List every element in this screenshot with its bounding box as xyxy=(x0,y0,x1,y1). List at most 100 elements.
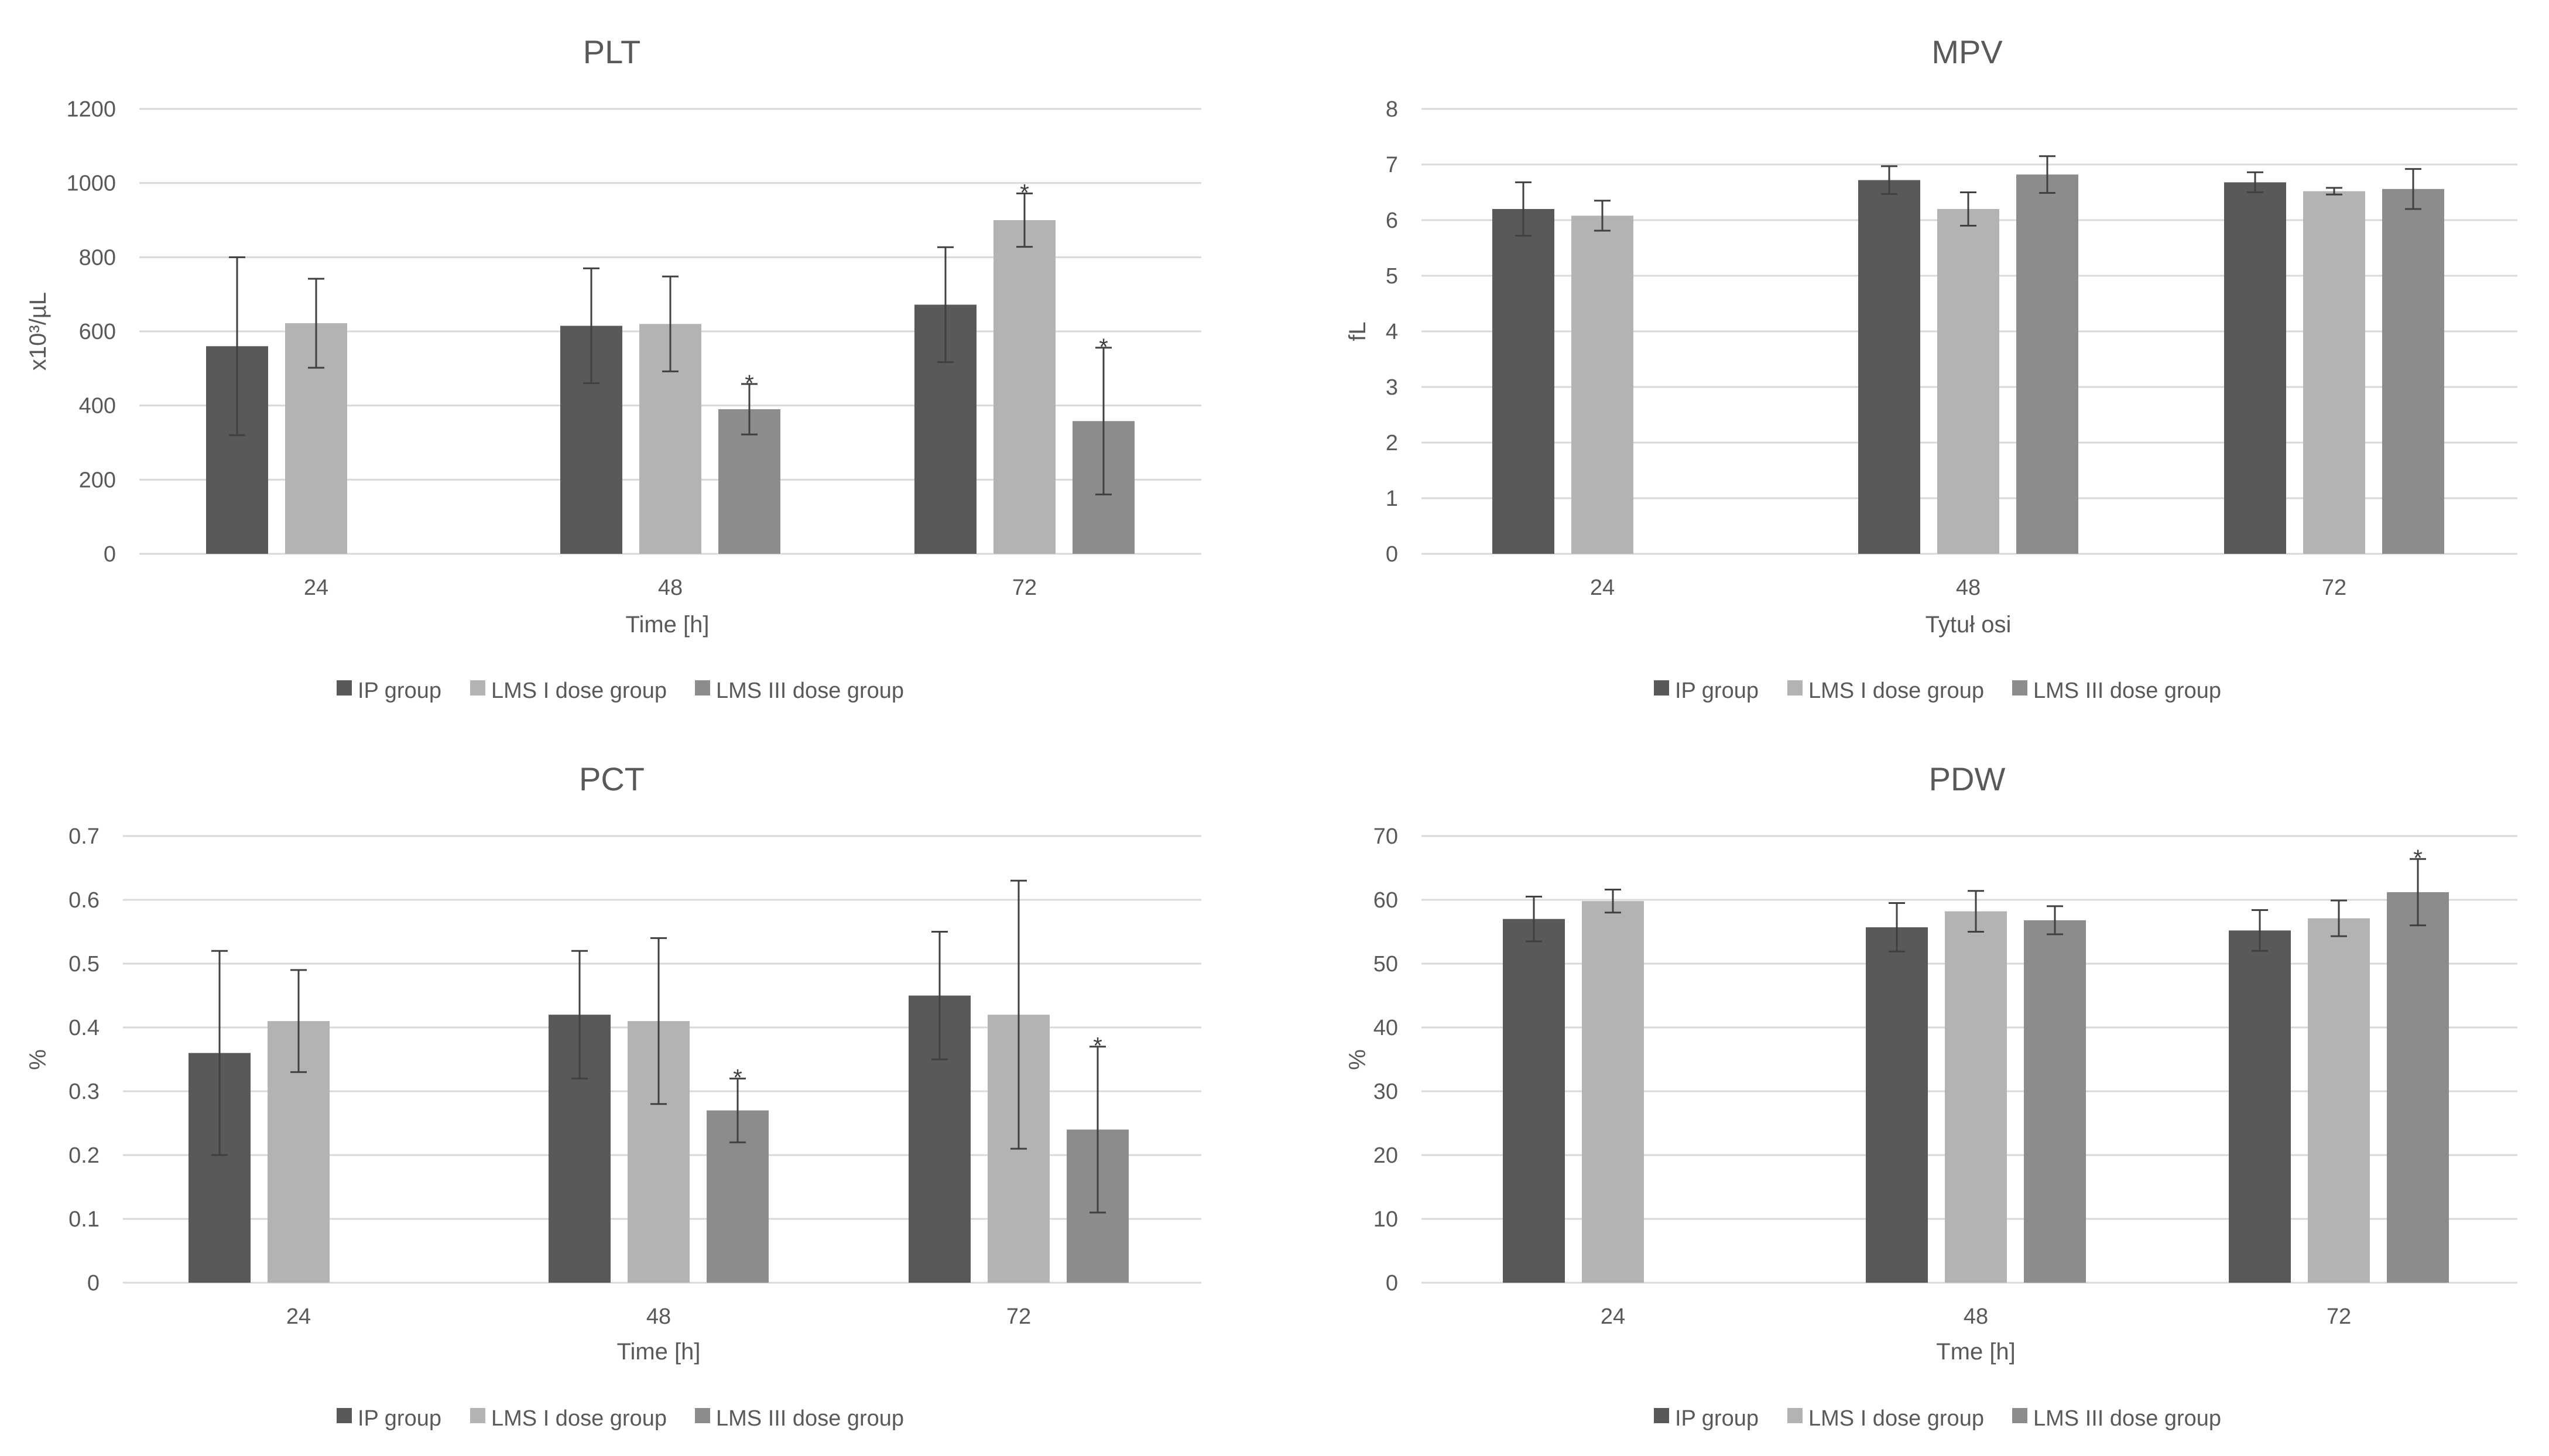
bar-ip-group-48 xyxy=(1866,927,1928,1283)
x-tick-label: 24 xyxy=(1590,575,1615,600)
x-tick-label: 24 xyxy=(304,575,328,600)
y-axis-title: % xyxy=(25,1049,51,1070)
y-axis-title: fL xyxy=(1345,321,1371,341)
bar-ip-group-24 xyxy=(1503,919,1565,1283)
bar-lms-i-dose-group-72 xyxy=(2303,191,2365,554)
y-tick-label: 0.1 xyxy=(68,1207,100,1232)
chart-title: PCT xyxy=(579,760,645,797)
legend-label-ip-group: IP group xyxy=(1675,1406,1759,1431)
y-tick-label: 400 xyxy=(79,394,116,419)
x-axis-title: Tytuł osi xyxy=(1926,612,2012,638)
legend-label-lms-i-dose-group: LMS I dose group xyxy=(491,679,667,703)
y-tick-label: 0.5 xyxy=(68,952,100,977)
legend-swatch-lms-i-dose-group xyxy=(470,1408,485,1423)
y-tick-label: 0 xyxy=(104,542,116,567)
x-tick-label: 48 xyxy=(1956,575,1981,600)
y-tick-label: 800 xyxy=(79,245,116,270)
bar-lms-i-dose-group-24 xyxy=(1582,901,1644,1283)
x-tick-label: 48 xyxy=(658,575,683,600)
x-tick-label: 24 xyxy=(286,1304,311,1329)
y-tick-label: 0.2 xyxy=(68,1143,100,1168)
legend-label-lms-i-dose-group: LMS I dose group xyxy=(1808,679,1984,703)
mpv-panel: MPV 0 1 2 3 4 5 6 7 8 24 48 72 Tytuł osi fL IP group LMS… xyxy=(1345,33,2517,703)
legend-swatch-lms-iii-dose-group xyxy=(695,1408,710,1423)
x-tick-label: 48 xyxy=(646,1304,671,1329)
x-axis-title: Time [h] xyxy=(617,1339,701,1365)
bar-ip-group-72 xyxy=(2224,182,2286,554)
legend-label-lms-iii-dose-group: LMS III dose group xyxy=(716,679,904,703)
x-tick-label: 48 xyxy=(1964,1304,1988,1329)
y-tick-label: 50 xyxy=(1373,952,1398,977)
legend-swatch-lms-i-dose-group xyxy=(470,680,485,696)
legend-swatch-lms-i-dose-group xyxy=(1787,1408,1803,1423)
bar-lms-i-dose-group-48 xyxy=(1937,209,1999,554)
y-tick-label: 40 xyxy=(1373,1016,1398,1040)
bar-lms-iii-dose-group-48 xyxy=(2024,920,2086,1283)
y-tick-label: 600 xyxy=(79,320,116,344)
bar-lms-iii-dose-group-48 xyxy=(2016,174,2078,554)
legend-label-ip-group: IP group xyxy=(358,1406,441,1431)
y-tick-label: 8 xyxy=(1386,97,1398,122)
y-tick-label: 2 xyxy=(1386,431,1398,455)
chart-title: PDW xyxy=(1929,760,2006,797)
legend-label-lms-i-dose-group: LMS I dose group xyxy=(1808,1406,1984,1431)
y-tick-label: 0 xyxy=(1386,1271,1398,1296)
y-tick-label: 0 xyxy=(1386,542,1398,567)
y-tick-label: 10 xyxy=(1373,1207,1398,1232)
x-axis-title: Tme [h] xyxy=(1936,1339,2016,1365)
bar-ip-group-48 xyxy=(1858,180,1920,554)
y-tick-label: 1 xyxy=(1386,487,1398,511)
chart-title: MPV xyxy=(1931,33,2003,70)
y-tick-label: 6 xyxy=(1386,208,1398,233)
x-axis-title: Time [h] xyxy=(626,612,710,638)
legend-swatch-lms-iii-dose-group xyxy=(2012,680,2027,696)
y-tick-label: 0.7 xyxy=(68,824,100,849)
significance-marker: * xyxy=(733,1065,742,1091)
chart-title: PLT xyxy=(583,33,641,70)
x-tick-label: 72 xyxy=(1006,1304,1031,1329)
legend-label-lms-iii-dose-group: LMS III dose group xyxy=(2033,679,2221,703)
y-tick-label: 1000 xyxy=(66,172,116,196)
legend-swatch-lms-i-dose-group xyxy=(1787,680,1803,696)
legend-label-lms-iii-dose-group: LMS III dose group xyxy=(2033,1406,2221,1431)
bar-lms-i-dose-group-72 xyxy=(2308,918,2370,1283)
y-tick-label: 60 xyxy=(1373,888,1398,913)
x-tick-label: 72 xyxy=(2322,575,2346,600)
y-tick-label: 0.4 xyxy=(68,1016,100,1040)
bar-lms-i-dose-group-72 xyxy=(993,220,1056,554)
legend-swatch-ip-group xyxy=(1654,1408,1669,1423)
legend-swatch-ip-group xyxy=(337,680,352,696)
y-tick-label: 0.6 xyxy=(68,888,100,913)
legend-label-lms-iii-dose-group: LMS III dose group xyxy=(716,1406,904,1431)
bar-ip-group-24 xyxy=(1492,209,1554,554)
significance-marker: * xyxy=(745,371,754,396)
x-tick-label: 72 xyxy=(2327,1304,2351,1329)
legend-swatch-ip-group xyxy=(337,1408,352,1423)
legend-label-ip-group: IP group xyxy=(1675,679,1759,703)
y-axis-title: % xyxy=(1345,1049,1371,1070)
x-tick-label: 72 xyxy=(1012,575,1037,600)
y-tick-label: 4 xyxy=(1386,320,1398,344)
bar-ip-group-72 xyxy=(2229,930,2291,1283)
bar-lms-iii-dose-group-72 xyxy=(2387,892,2449,1283)
legend-swatch-lms-iii-dose-group xyxy=(2012,1408,2027,1423)
legend-swatch-lms-iii-dose-group xyxy=(695,680,710,696)
y-tick-label: 1200 xyxy=(66,97,116,122)
bar-lms-iii-dose-group-72 xyxy=(2382,189,2444,554)
y-tick-label: 0.3 xyxy=(68,1080,100,1104)
y-tick-label: 3 xyxy=(1386,375,1398,400)
y-tick-label: 70 xyxy=(1373,824,1398,849)
significance-marker: * xyxy=(1020,180,1029,205)
bar-lms-i-dose-group-24 xyxy=(1571,215,1633,554)
y-tick-label: 30 xyxy=(1373,1080,1398,1104)
y-tick-label: 200 xyxy=(79,468,116,492)
legend-label-ip-group: IP group xyxy=(358,679,441,703)
plt-panel: PLT 0 200 400 600 800 1000 1200 * * * 24 48 72 Time [h… xyxy=(25,33,1201,703)
significance-marker: * xyxy=(1093,1033,1102,1059)
y-tick-label: 5 xyxy=(1386,264,1398,289)
y-tick-label: 20 xyxy=(1373,1143,1398,1168)
significance-marker: * xyxy=(1099,334,1108,360)
x-tick-label: 24 xyxy=(1601,1304,1625,1329)
y-tick-label: 0 xyxy=(87,1271,100,1296)
